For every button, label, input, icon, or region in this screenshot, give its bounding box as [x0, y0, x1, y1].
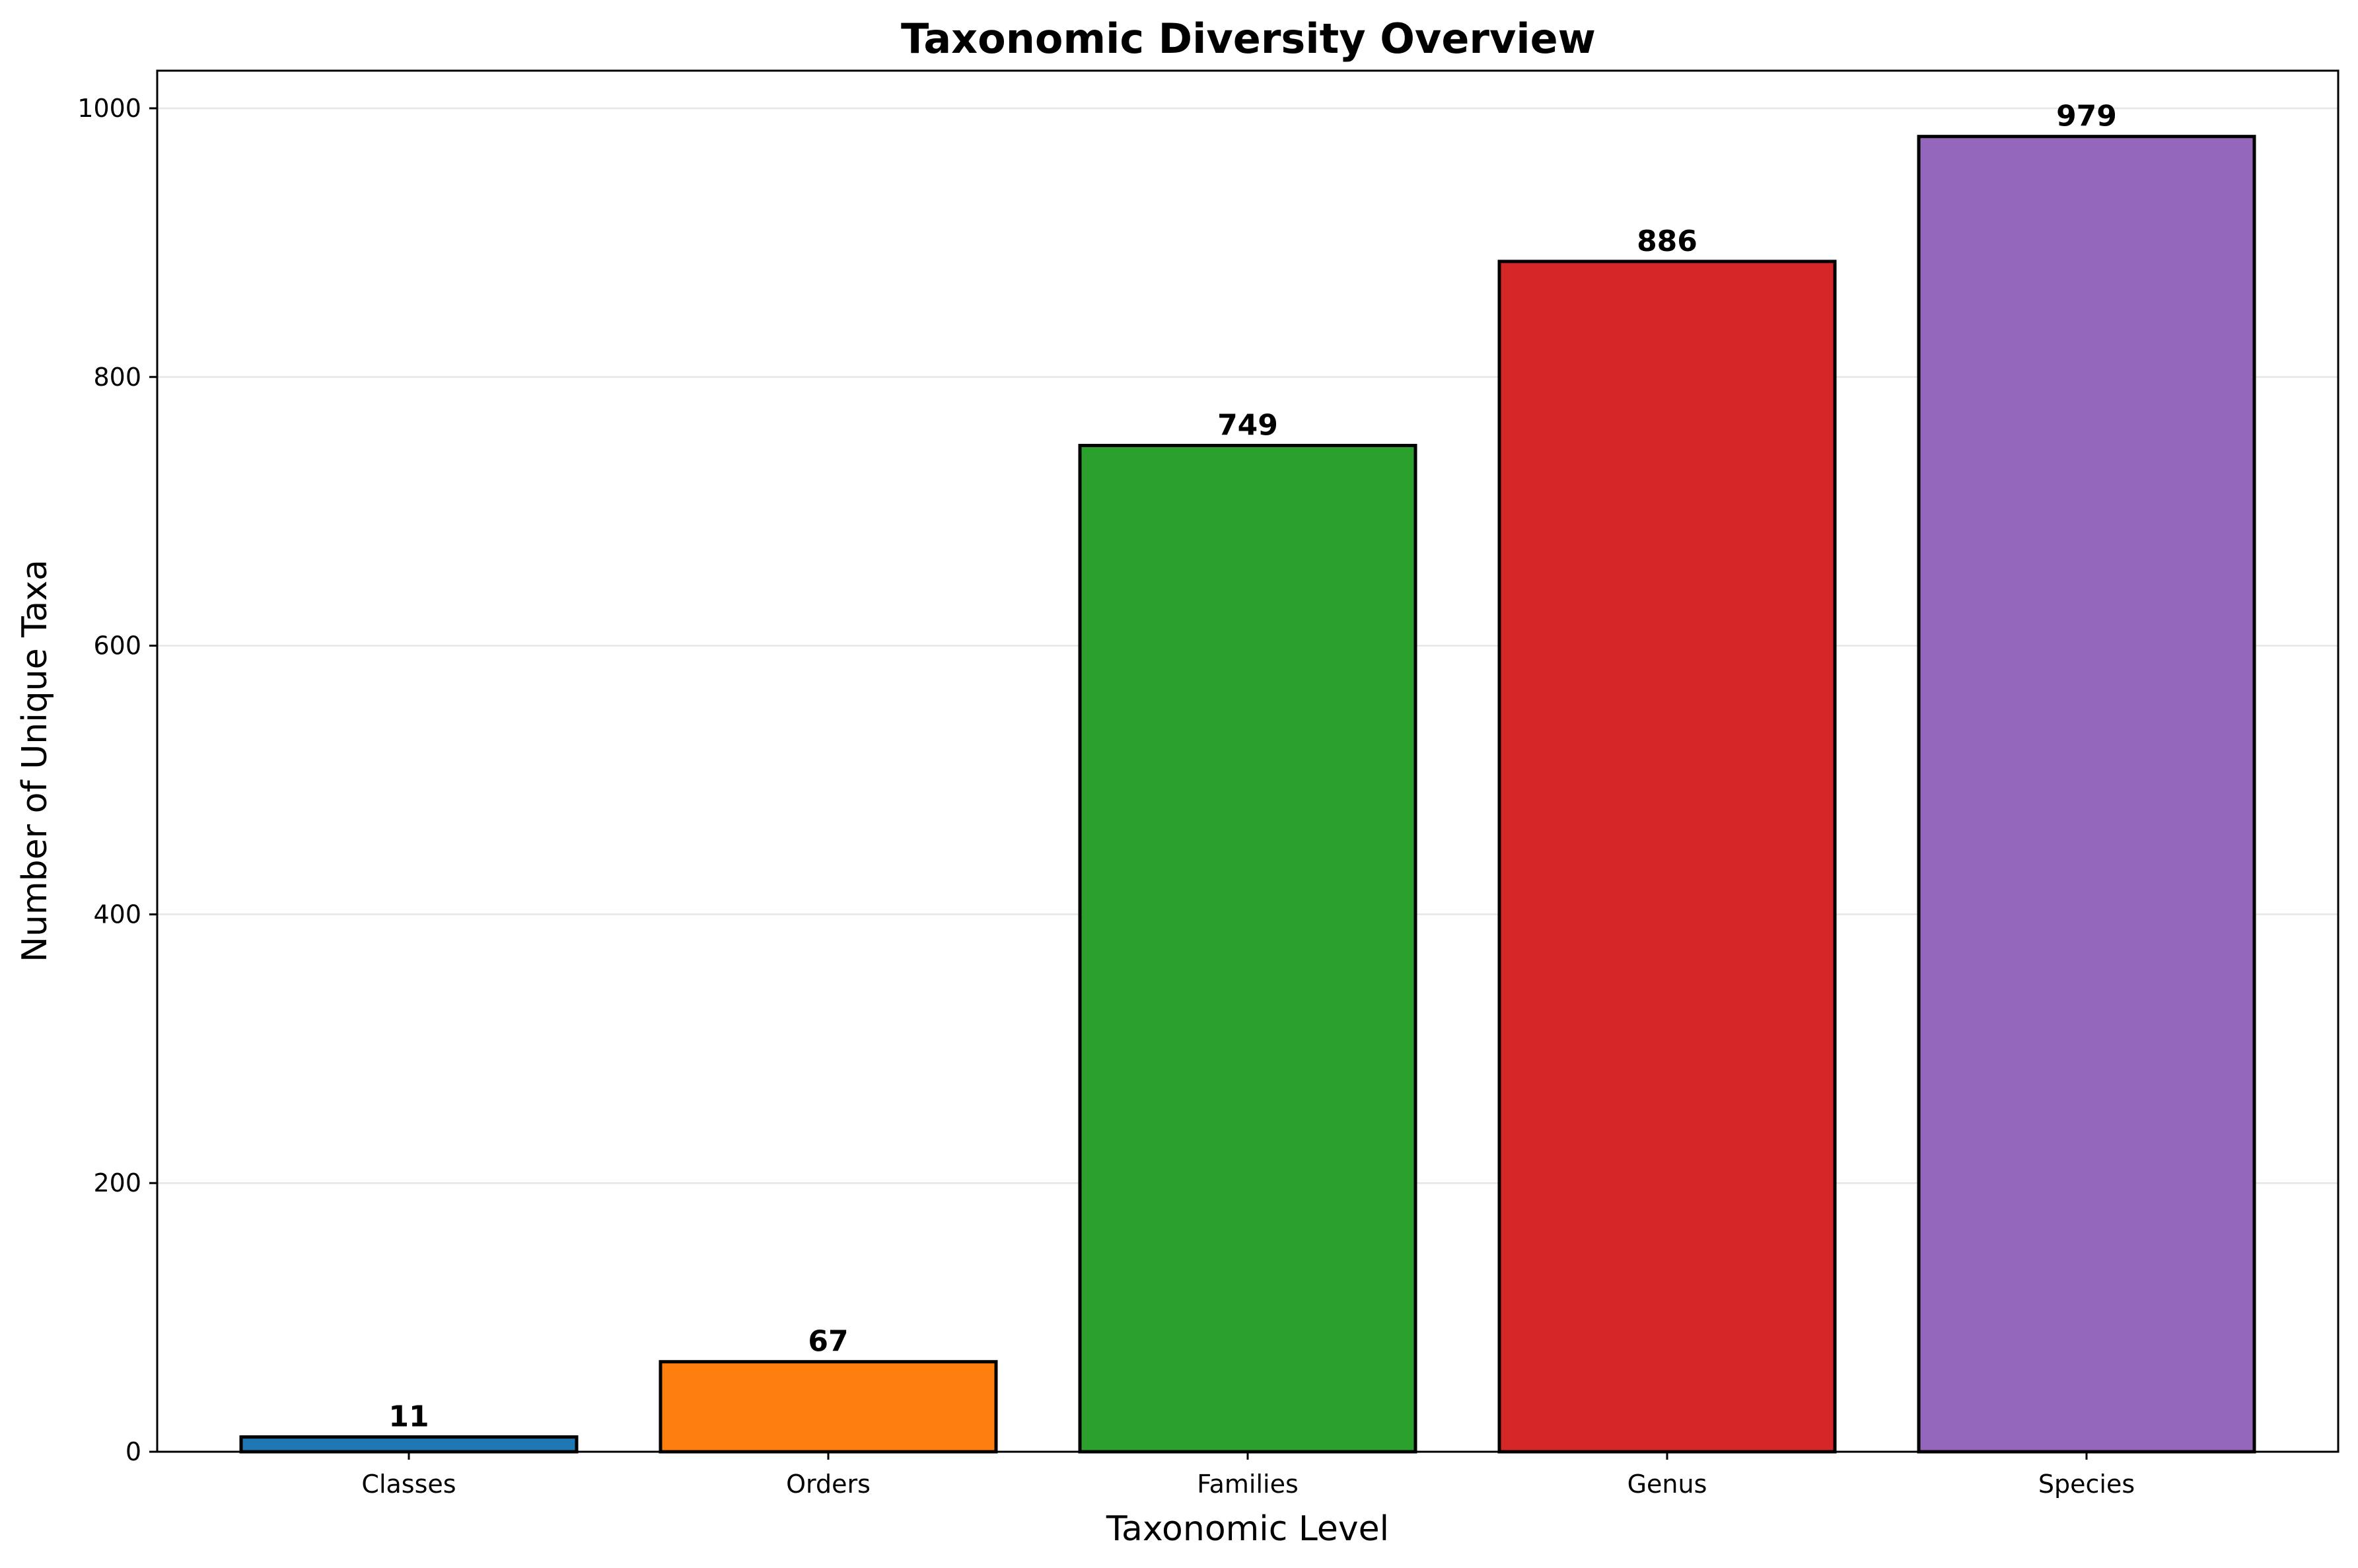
y-tick-label: 600: [93, 631, 141, 660]
x-tick-label: Orders: [786, 1470, 871, 1499]
data-label: 886: [1637, 225, 1697, 258]
y-tick-label: 400: [93, 900, 141, 929]
bar-families: [1078, 443, 1417, 1454]
x-tick-label: Families: [1197, 1470, 1299, 1499]
y-tick-label: 1000: [77, 94, 141, 123]
data-label: 67: [808, 1325, 848, 1359]
x-axis-label: Taxonomic Level: [1106, 1509, 1389, 1549]
data-label: 749: [1217, 408, 1278, 442]
y-axis-label: Number of Unique Taxa: [15, 559, 55, 962]
x-axis-ticks: Classes Orders Families Genus Species: [361, 1452, 2135, 1499]
bar-species: [1917, 135, 2256, 1454]
x-tick-label: Genus: [1627, 1470, 1707, 1499]
y-tick-label: 800: [93, 363, 141, 392]
chart-title: Taxonomic Diversity Overview: [901, 15, 1596, 63]
data-label: 979: [2056, 100, 2117, 133]
bar-genus: [1497, 260, 1837, 1454]
x-tick-label: Classes: [361, 1470, 456, 1499]
bar-classes: [239, 1435, 579, 1454]
y-tick-label: 200: [93, 1168, 141, 1197]
bar-orders: [659, 1360, 998, 1454]
bars: [239, 135, 2256, 1454]
data-label: 11: [388, 1400, 429, 1434]
data-labels: 11 67 749 886 979: [388, 100, 2117, 1434]
y-axis-ticks: 0 200 400 600 800 1000: [77, 94, 157, 1466]
y-tick-label: 0: [125, 1437, 141, 1466]
x-tick-label: Species: [2038, 1470, 2135, 1499]
